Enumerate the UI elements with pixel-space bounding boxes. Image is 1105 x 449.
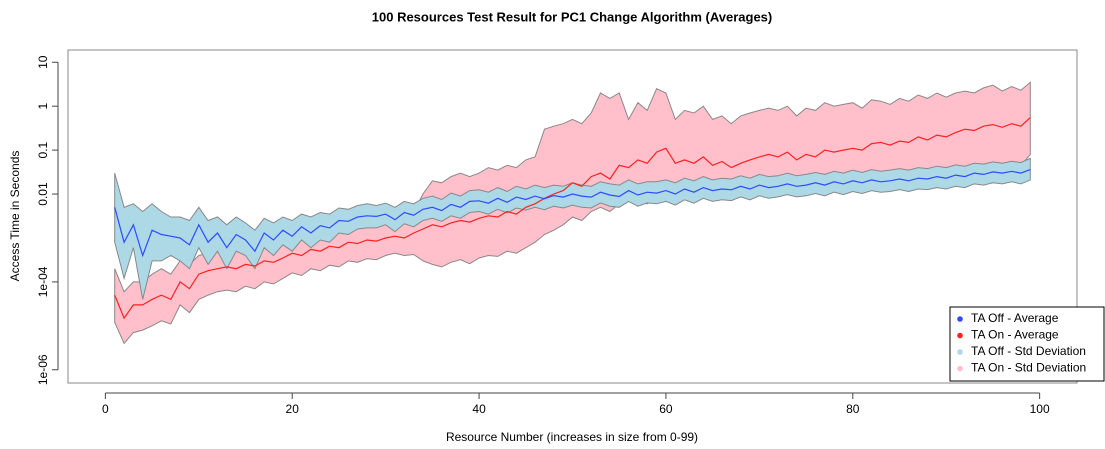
x-tick-label: 100 — [1030, 402, 1050, 416]
y-axis-label: Access Time in Seconds — [8, 151, 22, 282]
legend-marker — [957, 349, 963, 355]
average-line — [114, 169, 1031, 258]
x-tick-label: 0 — [102, 402, 109, 416]
y-tick-label: 1e-04 — [36, 266, 50, 297]
legend-label: TA On - Std Deviation — [971, 361, 1086, 375]
legend-label: TA Off - Average — [971, 311, 1059, 325]
y-tick-label: 1e-06 — [36, 354, 50, 385]
average-line — [114, 117, 1031, 320]
y-tick-label: 1 — [36, 103, 50, 110]
legend-label: TA On - Average — [971, 328, 1059, 342]
legend-marker — [957, 365, 963, 372]
x-axis-label: Resource Number (increases in size from … — [446, 430, 698, 444]
x-tick-label: 80 — [846, 402, 860, 416]
std-band — [114, 81, 1031, 345]
std-band — [114, 157, 1031, 300]
y-tick-label: 0.01 — [36, 182, 50, 206]
y-tick-label: 10 — [36, 55, 50, 69]
x-tick-label: 40 — [472, 402, 486, 416]
y-tick-label: 0.1 — [36, 141, 50, 158]
legend-marker — [957, 316, 963, 322]
legend-box — [949, 306, 1105, 382]
chart-title: 100 Resources Test Result for PC1 Change… — [372, 9, 772, 24]
plot-box — [67, 49, 1078, 384]
x-tick-label: 60 — [659, 402, 673, 416]
legend-marker — [957, 332, 963, 339]
x-tick-label: 20 — [286, 402, 300, 416]
legend-label: TA Off - Std Deviation — [971, 344, 1086, 358]
